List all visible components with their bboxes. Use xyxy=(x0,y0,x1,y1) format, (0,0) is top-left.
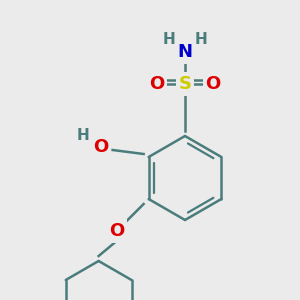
Text: O: O xyxy=(109,222,124,240)
Text: S: S xyxy=(178,75,191,93)
Text: H: H xyxy=(195,32,207,47)
Text: H: H xyxy=(163,32,176,47)
Text: O: O xyxy=(206,75,220,93)
Text: H: H xyxy=(76,128,89,142)
Text: O: O xyxy=(93,138,108,156)
Text: N: N xyxy=(178,43,193,61)
Text: O: O xyxy=(149,75,165,93)
